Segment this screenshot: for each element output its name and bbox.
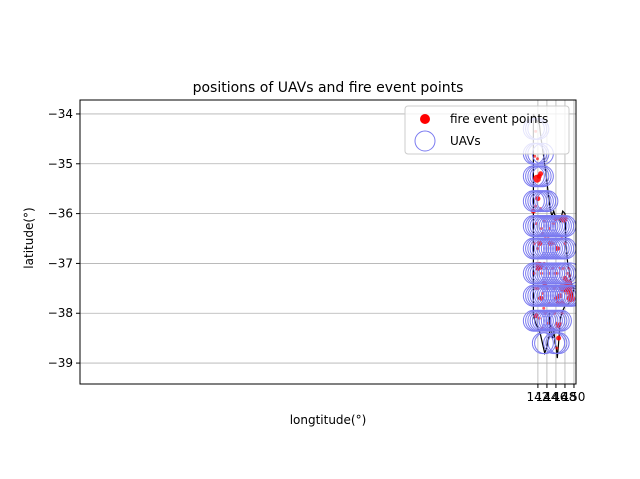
x-tick-label: 148 — [553, 390, 576, 404]
y-tick-label: −38 — [48, 306, 73, 320]
fire-event-point — [535, 157, 539, 161]
x-tick-label: 144 — [535, 390, 558, 404]
uav-marker — [536, 190, 559, 213]
fire-event-point — [538, 171, 544, 177]
x-tick-label: 146 — [544, 390, 567, 404]
y-tick-label: −34 — [48, 107, 73, 121]
plot-content — [522, 113, 576, 359]
fire-event-point — [555, 346, 559, 350]
y-axis-label: latitude(°) — [22, 207, 36, 268]
x-axis-label: longtitude(°) — [290, 413, 367, 427]
uav-marker — [549, 309, 572, 332]
fire-event-point — [533, 154, 537, 158]
fire-event-point — [542, 306, 546, 310]
x-tick-label: 150 — [563, 390, 586, 404]
chart-title: positions of UAVs and fire event points — [193, 80, 464, 96]
legend-label: fire event points — [450, 112, 548, 126]
uav-marker — [527, 190, 550, 213]
axes-frame — [79, 99, 577, 385]
y-tick-label: −37 — [48, 256, 73, 270]
legend-label: UAVs — [450, 134, 481, 148]
uav-marker — [561, 284, 576, 307]
legend-uav-marker — [414, 130, 436, 152]
x-tick-label: 142 — [526, 390, 549, 404]
uav-marker — [558, 262, 576, 285]
legend: fire event points UAVs — [404, 105, 570, 155]
uav-marker — [531, 165, 554, 188]
uav-marker — [538, 215, 561, 238]
y-tick-label: −39 — [48, 356, 73, 370]
uav-marker — [534, 332, 557, 355]
uav-marker — [531, 190, 554, 213]
legend-box — [404, 105, 570, 155]
uav-marker — [547, 332, 570, 355]
y-tick-label: −35 — [48, 157, 73, 171]
legend-fire-marker — [420, 114, 430, 124]
uav-marker — [525, 190, 548, 213]
fire-event-point — [556, 335, 562, 341]
y-tick-label: −36 — [48, 207, 73, 221]
